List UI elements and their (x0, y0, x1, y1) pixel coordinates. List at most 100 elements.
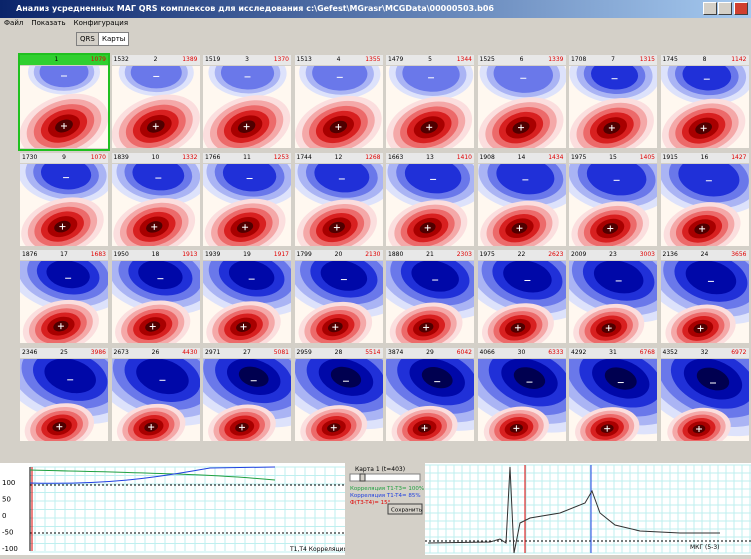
tile-header: 3874 29 6042 (386, 347, 474, 358)
map-tile[interactable]: 1908 14 1434 (477, 152, 566, 247)
tile-index: 13 (426, 153, 434, 161)
map-tile[interactable]: 4066 30 6333 (477, 347, 566, 442)
tile-index: 5 (428, 56, 432, 63)
tile-index: 6 (519, 56, 524, 63)
map-tile[interactable]: 2136 24 3656 (660, 250, 749, 344)
menu-item[interactable]: Показать (31, 19, 66, 27)
map-tile[interactable]: 1745 8 1142 (660, 55, 749, 149)
tile-header: 2346 25 3986 (20, 347, 108, 358)
map-tile[interactable]: 1519 3 1370 (203, 55, 291, 149)
field-map (660, 163, 749, 246)
tile-header: 1 1079 (20, 55, 108, 65)
map-tile[interactable]: 1663 13 1410 (386, 152, 474, 247)
close-button[interactable] (734, 2, 748, 15)
y-tick-label: -50 (2, 529, 13, 537)
tile-index: 16 (700, 153, 709, 161)
map-tile[interactable]: 1532 2 1389 (111, 55, 200, 149)
y-tick-label: 50 (2, 496, 11, 504)
field-map (203, 358, 291, 441)
tile-right-value: 2623 (548, 251, 564, 258)
tile-index: 18 (151, 251, 160, 258)
map-tile[interactable]: 2971 27 5081 (203, 347, 291, 442)
minimize-button[interactable] (703, 2, 717, 15)
tile-left-value: 1519 (205, 56, 221, 63)
tab[interactable]: Карты (98, 32, 130, 46)
tile-header: 1839 10 1332 (111, 152, 200, 163)
map-tile[interactable]: 1799 20 2130 (294, 250, 383, 344)
tile-left-value: 1839 (113, 153, 129, 161)
tile-header: 1663 13 1410 (386, 152, 474, 163)
x-axis-label: T1,T4 Корреляция (%) (289, 546, 359, 553)
blue-contour (220, 66, 275, 90)
map-tile[interactable]: 1975 15 1405 (569, 152, 657, 247)
map-tile[interactable]: 3874 29 6042 (386, 347, 474, 442)
field-map (386, 163, 474, 246)
tile-left-value: 1975 (479, 251, 495, 258)
menu-item[interactable]: Файл (4, 19, 24, 27)
field-map (111, 66, 200, 148)
map-tile[interactable]: 1915 16 1427 (660, 152, 749, 247)
tile-header: 1745 8 1142 (660, 55, 749, 65)
map-tile[interactable]: 4292 31 6768 (569, 347, 657, 442)
map-tile[interactable]: 1513 4 1355 (294, 55, 383, 149)
tile-index: 23 (609, 251, 617, 258)
map-tile[interactable]: 1708 7 1315 (569, 55, 657, 149)
map-tile[interactable]: 1975 22 2623 (477, 250, 566, 344)
map-tile[interactable]: 1 1079 (18, 53, 110, 151)
map-tile[interactable]: 1939 19 1917 (203, 250, 291, 344)
map-tile[interactable]: 2673 26 4430 (111, 347, 200, 442)
tile-index: 17 (60, 251, 68, 258)
tile-header: 1908 14 1434 (477, 152, 566, 163)
slider[interactable] (349, 473, 421, 482)
tile-left-value: 2971 (205, 348, 221, 356)
tab[interactable]: QRS (76, 32, 99, 46)
tile-right-value: 2303 (456, 251, 472, 258)
map-tile[interactable]: 1766 11 1253 (203, 152, 291, 247)
tile-left-value: 3874 (388, 348, 404, 356)
map-tile[interactable]: 2009 23 3003 (569, 250, 657, 344)
tile-index: 24 (700, 251, 709, 258)
maximize-button[interactable] (718, 2, 732, 15)
tile-right-value: 1405 (639, 153, 655, 161)
field-map (569, 66, 657, 148)
map-tile[interactable]: 1730 9 1070 (20, 152, 108, 247)
blue-contour (677, 163, 739, 196)
save-button[interactable] (387, 503, 423, 515)
tile-right-value: 2130 (365, 251, 381, 258)
map-tile[interactable]: 1479 5 1344 (386, 55, 474, 149)
tile-header: 2009 23 3003 (569, 250, 657, 260)
tile-header: 4352 32 6972 (660, 347, 749, 358)
tile-left-value: 1915 (662, 153, 678, 161)
tile-header: 1513 4 1355 (294, 55, 383, 65)
field-map (294, 358, 383, 441)
map-tile[interactable]: 1839 10 1332 (111, 152, 200, 247)
slider-thumb[interactable] (359, 473, 366, 482)
tile-right-value: 6972 (731, 348, 747, 356)
field-map (20, 261, 108, 343)
tile-index: 12 (334, 153, 343, 161)
save-button-label[interactable]: Сохранить (391, 508, 422, 514)
tile-right-value: 6768 (639, 348, 655, 356)
tile-left-value: 4352 (662, 348, 678, 356)
tile-left-value: 1908 (479, 153, 495, 161)
map-tile[interactable]: 2959 28 5514 (294, 347, 383, 442)
map-tile[interactable]: 1876 17 1683 (20, 250, 108, 344)
field-map (477, 358, 566, 441)
map-tile[interactable]: 1950 18 1913 (111, 250, 200, 344)
blue-contour (39, 66, 89, 88)
tile-header: 2959 28 5514 (294, 347, 383, 358)
field-map (477, 163, 566, 246)
tile-index: 15 (609, 153, 617, 161)
map-tile[interactable]: 1525 6 1339 (477, 55, 566, 149)
map-tile[interactable]: 2346 25 3986 (20, 347, 108, 442)
tile-left-value: 4292 (571, 348, 587, 356)
field-map (111, 358, 200, 441)
map-tile[interactable]: 4352 32 6972 (660, 347, 749, 442)
tile-right-value: 1339 (548, 56, 564, 63)
map-tile[interactable]: 1744 12 1268 (294, 152, 383, 247)
menu-item[interactable]: Конфигурация (73, 19, 129, 27)
field-map (386, 261, 474, 343)
tile-left-value: 2009 (571, 251, 587, 258)
map-tile[interactable]: 1880 21 2303 (386, 250, 474, 344)
tile-index: 22 (517, 251, 526, 258)
